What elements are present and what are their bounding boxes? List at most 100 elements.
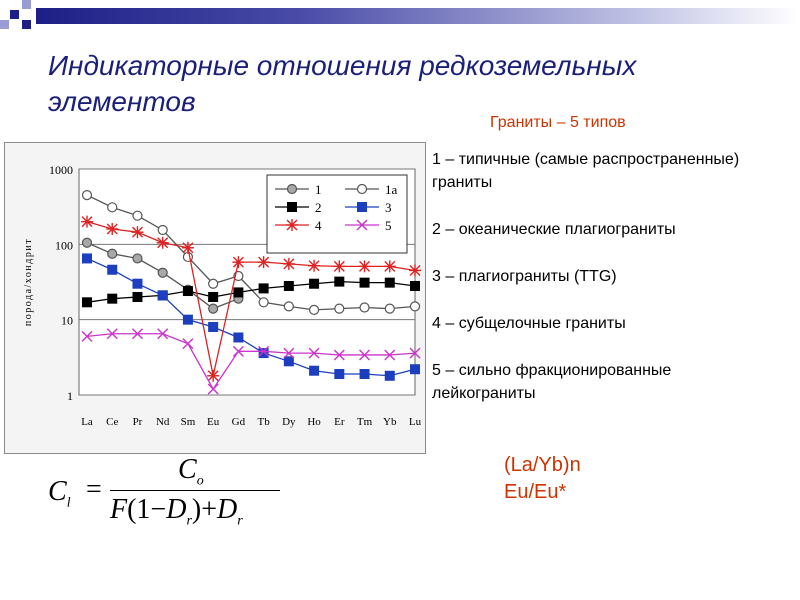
type-item-2: 2 – океанические плагиограниты — [432, 221, 676, 238]
data-point — [283, 356, 294, 367]
data-point — [182, 314, 193, 325]
x-tick-label: Yb — [383, 416, 397, 428]
x-tick-label: Er — [334, 416, 345, 428]
data-point — [334, 303, 345, 314]
formula-numerator: Co — [178, 454, 204, 490]
formula-den-f: F — [110, 494, 128, 525]
type-item-5: 5 – сильно фракционированные лейкогранит… — [432, 362, 672, 402]
type-item-4: 4 – субщелочные граниты — [432, 315, 626, 332]
x-tick-label: Lu — [409, 416, 422, 428]
data-point — [308, 304, 320, 315]
x-tick-label: La — [81, 416, 93, 428]
formula-den-d1-sub: r — [186, 513, 192, 529]
data-point — [132, 291, 143, 302]
x-tick-label: Nd — [156, 416, 170, 428]
data-point — [107, 264, 118, 275]
series-5 — [81, 328, 421, 395]
y-tick-label: 1000 — [49, 163, 73, 177]
decor-square — [10, 10, 19, 19]
data-point-stroke — [232, 345, 244, 357]
y-tick-label: 10 — [61, 314, 73, 328]
data-point — [182, 286, 193, 297]
data-point-stroke — [359, 349, 371, 361]
data-point — [233, 287, 244, 298]
data-point — [208, 291, 219, 302]
data-point — [233, 332, 244, 343]
series-3 — [82, 253, 420, 381]
x-tick-label: Dy — [282, 416, 296, 428]
legend-label: 1 — [315, 182, 322, 197]
data-point — [384, 370, 395, 381]
data-point-stroke — [409, 347, 421, 359]
series-2 — [82, 276, 420, 308]
data-point — [157, 267, 168, 278]
header-gradient-bar — [36, 8, 800, 24]
legend-label: 3 — [385, 200, 392, 215]
data-point — [157, 224, 168, 236]
legend-label: 4 — [315, 218, 322, 233]
data-point — [409, 301, 421, 312]
data-point — [132, 253, 143, 264]
series-4 — [81, 215, 421, 382]
data-point — [258, 283, 269, 294]
formula-lhs-symbol: C — [48, 476, 67, 507]
formula-num-sub: o — [196, 473, 204, 489]
x-tick-label: Tb — [257, 416, 270, 428]
data-point-stroke — [182, 338, 194, 350]
decor-square — [0, 20, 9, 29]
chart-legend: 1 1a 2 3 4 5 — [266, 174, 408, 254]
data-point — [359, 277, 370, 288]
data-point-stroke — [333, 349, 345, 361]
data-point — [283, 280, 294, 291]
formula-equals: = — [86, 474, 102, 505]
y-tick-label: 1 — [67, 389, 73, 403]
formula-den-d1: D — [166, 494, 187, 525]
data-point — [258, 297, 269, 308]
data-point — [410, 280, 420, 291]
y-axis-label: порода/хондрит — [23, 238, 34, 326]
data-point-stroke — [384, 349, 396, 361]
slide-subtitle: Граниты – 5 типов — [490, 114, 626, 131]
series-line — [86, 333, 416, 391]
data-point — [132, 210, 143, 221]
formula-denominator: F(1−Dr)+Dr — [110, 494, 243, 530]
indicator-ratios: (La/Yb)n Eu/Eu* — [504, 452, 581, 506]
data-point — [410, 364, 420, 375]
data-point — [208, 303, 219, 314]
data-point — [258, 348, 269, 359]
rayleigh-formula: Cl = Co F(1−Dr)+Dr — [48, 454, 288, 536]
data-point — [309, 278, 320, 289]
decor-square — [22, 0, 31, 9]
formula-fraction-line — [110, 490, 280, 491]
legend-label: 2 — [315, 200, 322, 215]
data-point — [132, 278, 143, 289]
data-point — [309, 365, 320, 376]
data-point-stroke — [356, 219, 368, 231]
ratio-la-yb: (La/Yb)n — [504, 454, 581, 476]
decor-square — [22, 20, 31, 29]
x-tick-label: Sm — [181, 416, 196, 428]
y-tick-label: 100 — [55, 238, 73, 252]
data-point — [334, 369, 345, 380]
formula-num-symbol: C — [178, 454, 197, 485]
legend-label: 5 — [385, 218, 392, 233]
data-point — [182, 251, 194, 263]
data-point-stroke — [207, 383, 219, 395]
formula-den-mid: (1− — [127, 494, 167, 525]
data-point-stroke — [157, 328, 169, 340]
ratio-eu: Eu/Eu* — [504, 481, 567, 503]
data-point — [357, 202, 367, 212]
x-tick-label: Eu — [207, 416, 220, 428]
x-tick-label: Ce — [106, 416, 118, 428]
data-point — [359, 369, 370, 380]
x-tick-label: Pr — [133, 416, 143, 428]
data-point — [107, 202, 118, 213]
data-point-stroke — [283, 347, 295, 359]
data-point — [82, 253, 92, 264]
data-point — [286, 183, 298, 195]
data-point — [208, 278, 219, 289]
data-point — [287, 202, 297, 212]
x-tick-label: Gd — [232, 416, 246, 428]
data-point-stroke — [81, 330, 93, 342]
data-point — [157, 290, 168, 301]
